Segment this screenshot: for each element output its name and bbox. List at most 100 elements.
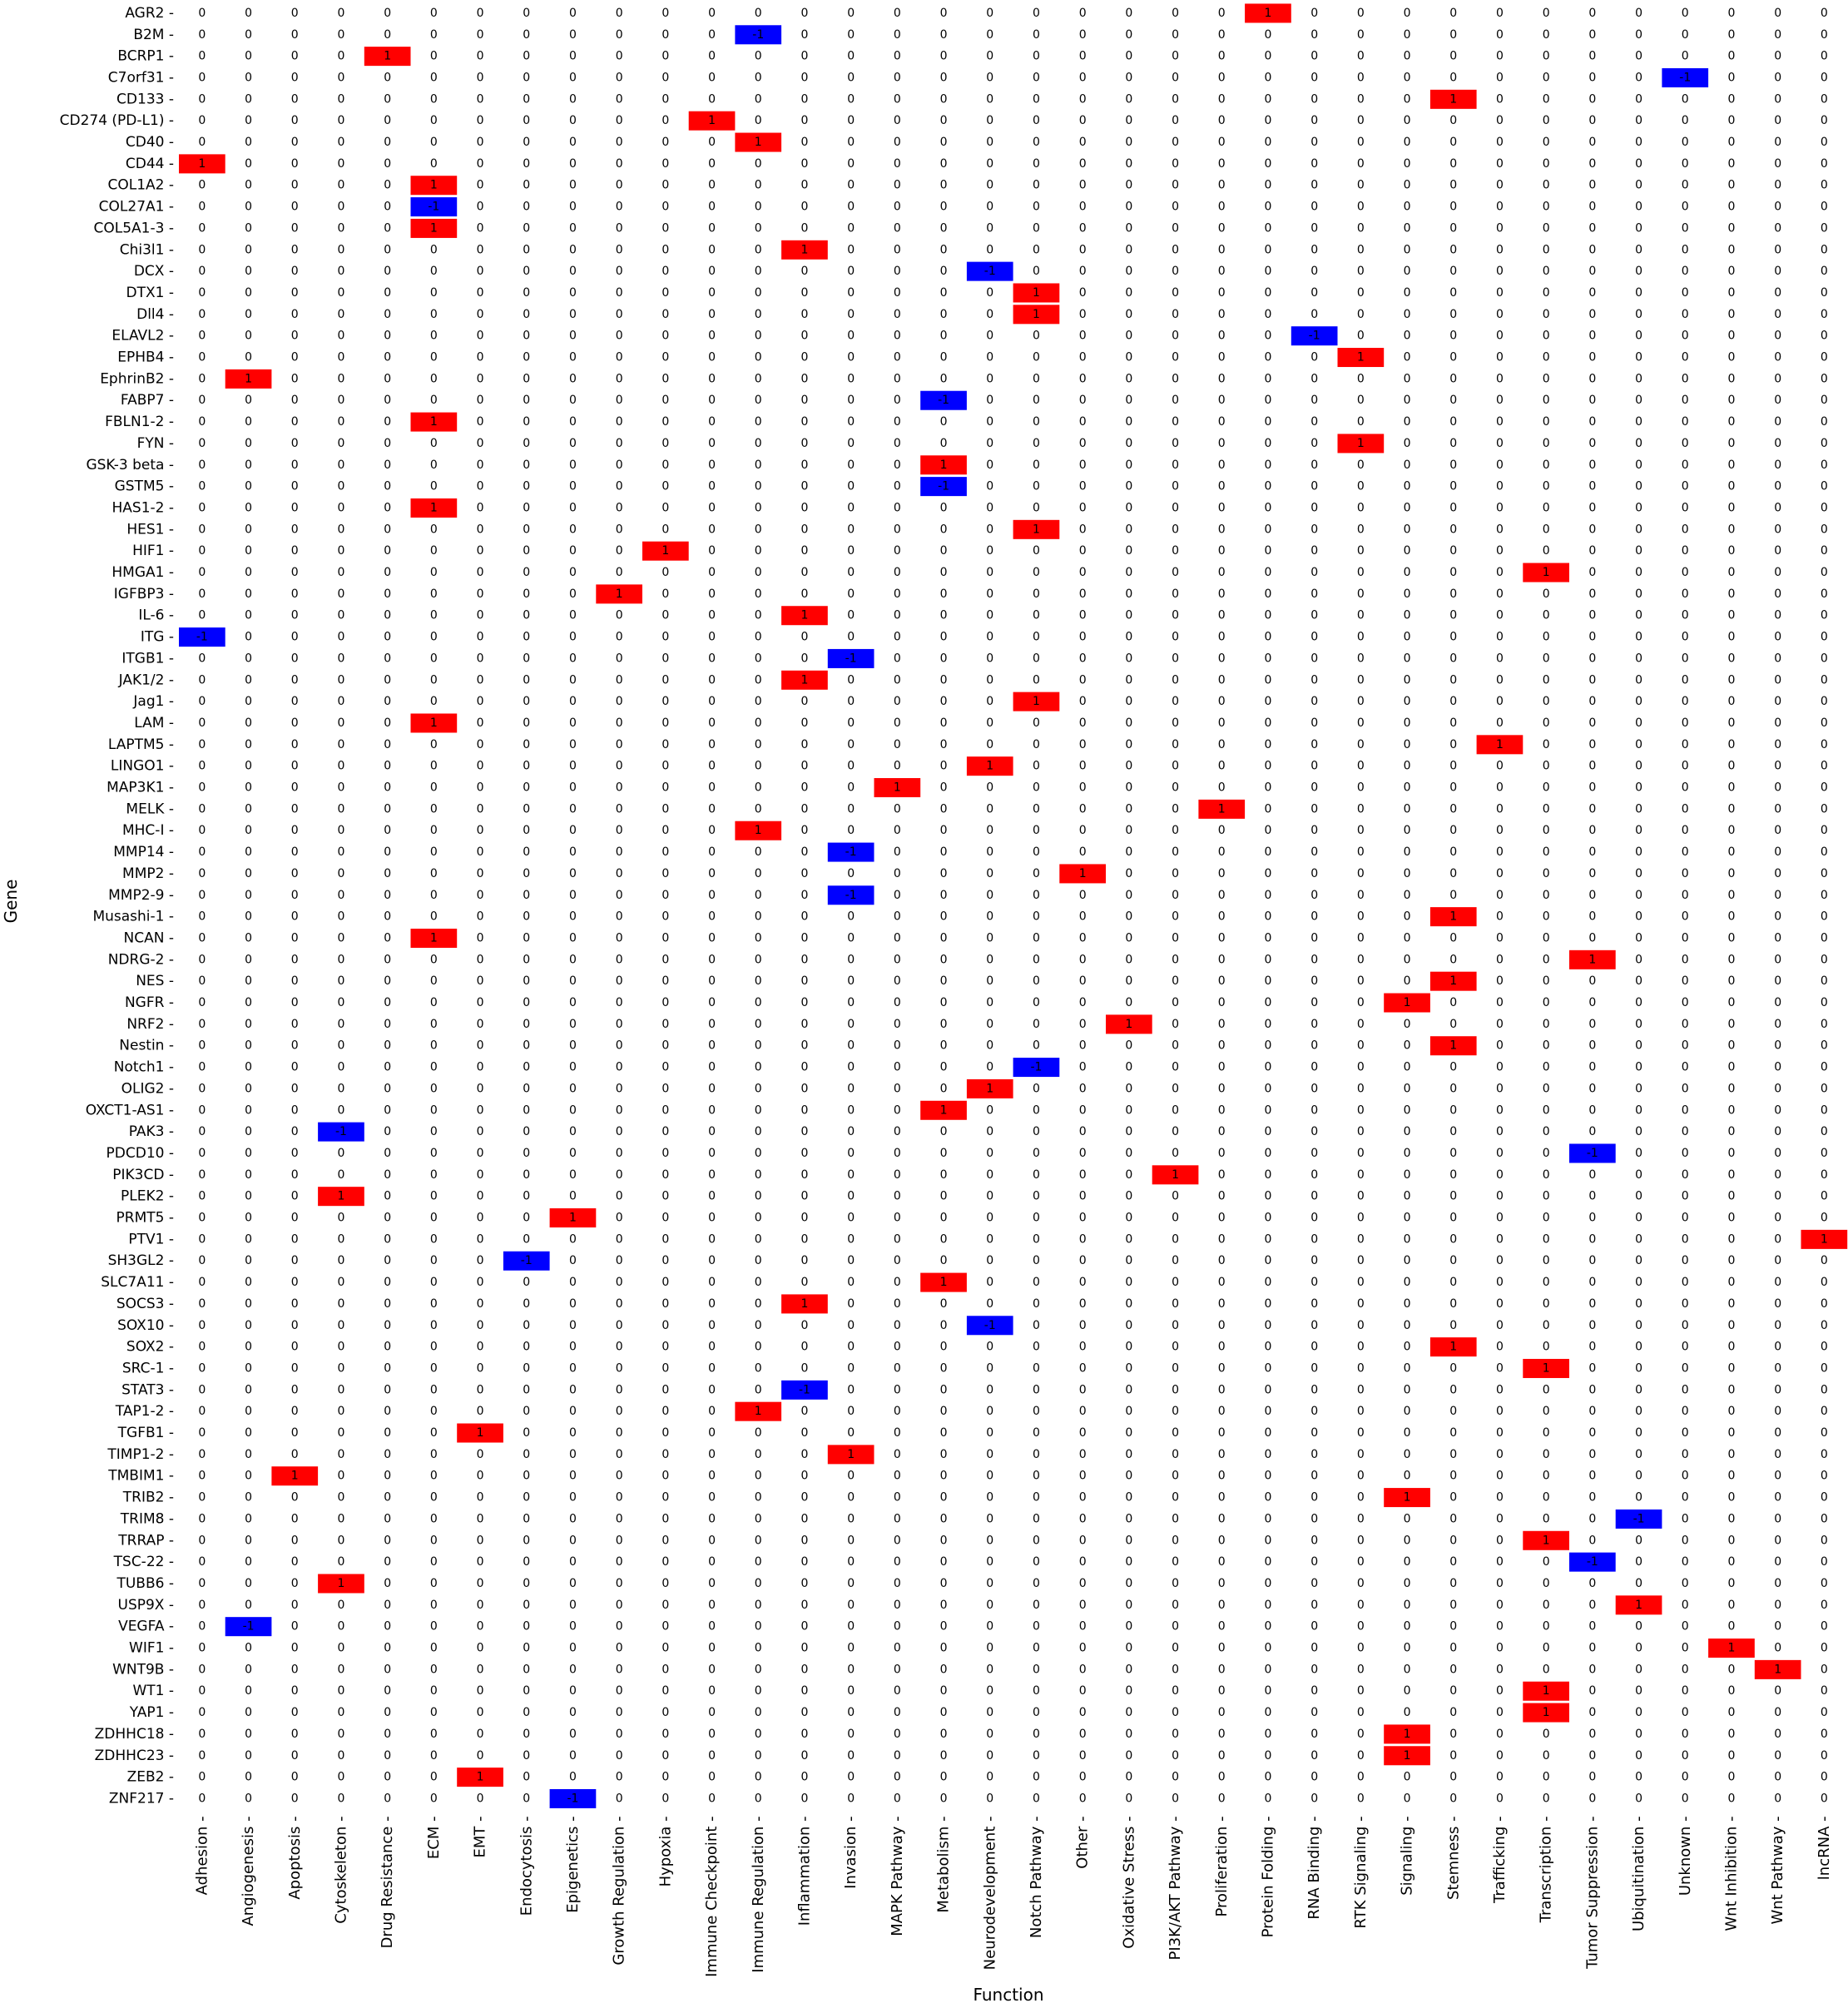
cell-value: 0 <box>1821 1039 1828 1053</box>
cell-value: 0 <box>986 1125 993 1138</box>
cell-value: 0 <box>245 1470 252 1483</box>
heatmap-cell-positive <box>410 218 458 238</box>
cell-value: 0 <box>1496 394 1504 407</box>
cell-value: 0 <box>1682 1039 1689 1053</box>
cell-value: 0 <box>940 157 948 171</box>
cell-value: 0 <box>1496 889 1504 902</box>
cell-value: 0 <box>1821 1319 1828 1332</box>
cell-value: 0 <box>708 1383 716 1396</box>
cell-value: 0 <box>1682 931 1689 945</box>
cell-value: 0 <box>1310 243 1318 256</box>
gene-label-tsc-22: TSC-22 - <box>113 1554 174 1570</box>
cell-value: 0 <box>1404 415 1411 429</box>
cell-value: 0 <box>1774 631 1781 644</box>
cell-value: 0 <box>1264 351 1271 364</box>
cell-value: 0 <box>1588 1383 1596 1396</box>
cell-value: 0 <box>1496 1728 1504 1741</box>
cell-value: 0 <box>1264 1018 1271 1031</box>
cell-value: 0 <box>1543 1512 1550 1525</box>
cell-value: 1 <box>1449 1039 1457 1053</box>
cell-value: 0 <box>291 92 299 106</box>
cell-value: 0 <box>940 1168 948 1182</box>
cell-value: 0 <box>477 415 484 429</box>
cell-value: 0 <box>477 1082 484 1095</box>
cell-value: 0 <box>1033 716 1040 730</box>
cell-value: 0 <box>430 845 438 859</box>
cell-value: 0 <box>616 738 623 751</box>
cell-value: 0 <box>1357 1168 1365 1182</box>
cell-value: 0 <box>1033 1706 1040 1719</box>
cell-value: 0 <box>1496 265 1504 278</box>
cell-value: 0 <box>523 695 530 708</box>
cell-value: 0 <box>616 1232 623 1246</box>
cell-value: 0 <box>1125 1771 1132 1784</box>
cell-value: 0 <box>1496 544 1504 558</box>
cell-value: 0 <box>755 760 762 773</box>
cell-value: 0 <box>1774 781 1781 795</box>
cell-value: 0 <box>1635 1039 1642 1053</box>
cell-value: 0 <box>291 221 299 235</box>
cell-value: 0 <box>1496 588 1504 601</box>
cell-value: 0 <box>1496 114 1504 127</box>
cell-value: 0 <box>847 1599 855 1612</box>
cell-value: 0 <box>523 243 530 256</box>
cell-value: 1 <box>430 716 438 730</box>
cell-value: 0 <box>708 1212 716 1225</box>
cell-value: 0 <box>1079 1405 1087 1418</box>
cell-value: 0 <box>1357 1061 1365 1074</box>
cell-value: 0 <box>337 1039 344 1053</box>
cell-value: 0 <box>1264 459 1271 472</box>
cell-value: 0 <box>198 330 206 343</box>
cell-value: 0 <box>755 1319 762 1332</box>
cell-value: 0 <box>1172 1383 1179 1396</box>
cell-value: 0 <box>1218 157 1226 171</box>
cell-value: 0 <box>1264 1642 1271 1655</box>
cell-value: 0 <box>1727 1103 1735 1117</box>
cell-value: 0 <box>430 480 438 493</box>
cell-value: 0 <box>940 1319 948 1332</box>
cell-value: 0 <box>523 953 530 966</box>
cell-value: 0 <box>569 824 577 837</box>
cell-value: 0 <box>708 953 716 966</box>
cell-value: 1 <box>800 609 808 622</box>
cell-value: 0 <box>755 889 762 902</box>
cell-value: 0 <box>847 1319 855 1332</box>
cell-value: 0 <box>1635 1749 1642 1763</box>
cell-value: 0 <box>1821 566 1828 579</box>
cell-value: 0 <box>940 1405 948 1418</box>
cell-value: 0 <box>800 459 808 472</box>
cell-value: 0 <box>1079 1470 1087 1483</box>
cell-value: 0 <box>800 695 808 708</box>
cell-value: 0 <box>1496 1470 1504 1483</box>
cell-value: 0 <box>337 1103 344 1117</box>
cell-value: 0 <box>940 1082 948 1095</box>
cell-value: 0 <box>1543 588 1550 601</box>
cell-value: 0 <box>1218 910 1226 924</box>
cell-value: 0 <box>661 1361 669 1375</box>
function-label-angiogenesis: Angiogenesis - <box>240 1816 257 1926</box>
cell-value: 0 <box>198 50 206 63</box>
cell-value: 0 <box>661 265 669 278</box>
cell-value: 0 <box>1357 480 1365 493</box>
cell-value: 0 <box>616 1405 623 1418</box>
cell-value: 0 <box>1588 501 1596 514</box>
gene-label-has1-2: HAS1-2 - <box>111 499 174 516</box>
cell-value: 0 <box>708 1232 716 1246</box>
cell-value: 0 <box>1821 50 1828 63</box>
cell-value: 1 <box>1033 308 1040 321</box>
cell-value: 0 <box>894 1147 901 1160</box>
cell-value: 0 <box>245 1792 252 1805</box>
cell-value: 0 <box>523 308 530 321</box>
cell-value: 0 <box>1774 738 1781 751</box>
cell-value: 0 <box>1172 437 1179 450</box>
cell-value: 0 <box>1172 351 1179 364</box>
cell-value: 0 <box>1588 1599 1596 1612</box>
cell-value: 0 <box>1033 1642 1040 1655</box>
cell-value: 0 <box>1449 1491 1457 1505</box>
cell-value: 0 <box>384 867 391 880</box>
cell-value: 0 <box>1033 1728 1040 1741</box>
gene-label-tgfb1: TGFB1 - <box>117 1425 174 1441</box>
cell-value: 0 <box>1727 652 1735 665</box>
cell-value: 0 <box>1496 1684 1504 1698</box>
cell-value: 0 <box>940 566 948 579</box>
